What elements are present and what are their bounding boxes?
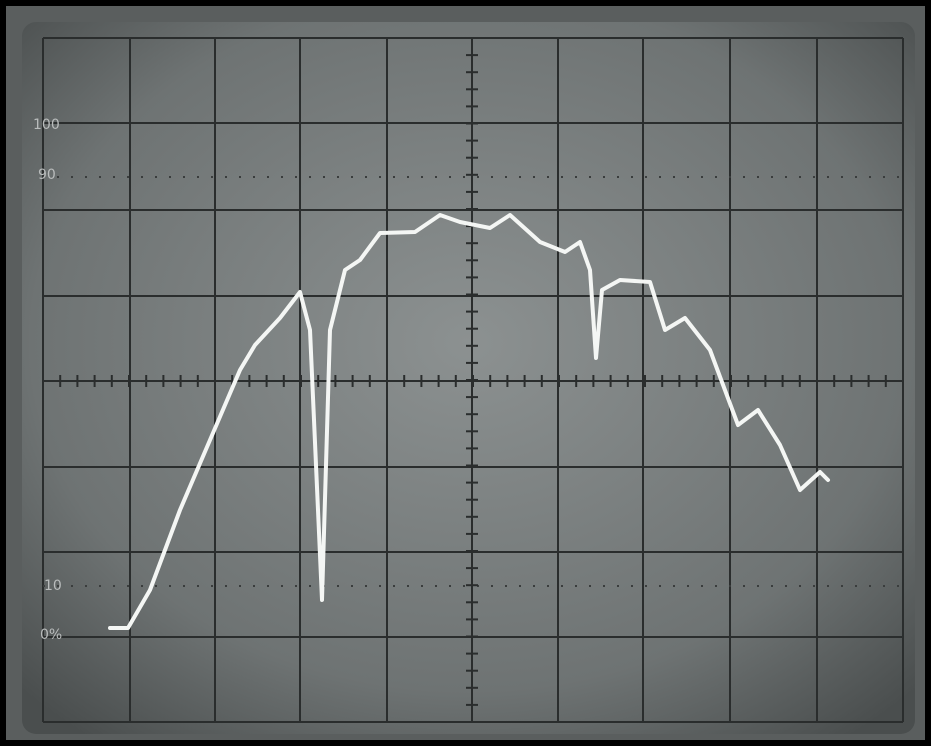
waveform-trace [108, 213, 830, 630]
graticule-label: 100 [33, 117, 60, 133]
screen [22, 22, 915, 734]
graticule-label: 90 [38, 167, 56, 183]
graticule-label: 10 [44, 578, 62, 594]
graticule-label: 0% [40, 627, 62, 643]
